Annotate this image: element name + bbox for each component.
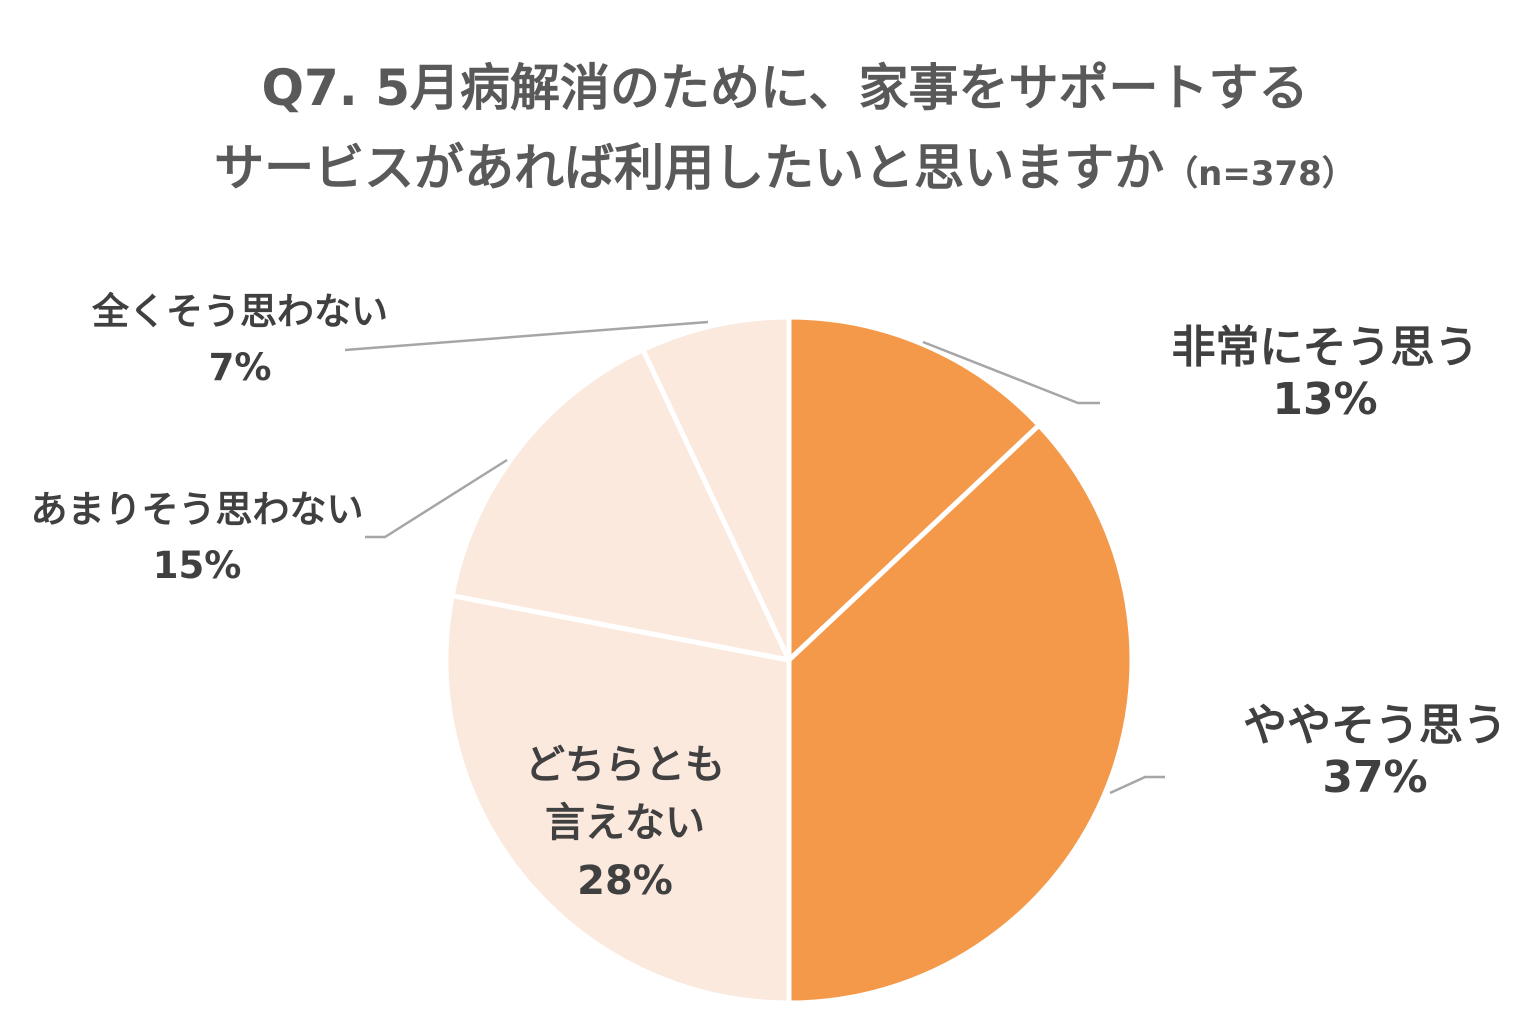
data-label: 28% xyxy=(577,858,673,904)
data-label: 15% xyxy=(152,543,242,587)
slice-label-not-much: あまりそう思わない 15% xyxy=(31,482,364,593)
chart-title-line2: サービスがあれば利用したいと思いますか（n=378） xyxy=(0,128,1538,200)
leader-line-not-much xyxy=(365,458,508,539)
category-label: ややそう思う xyxy=(1243,700,1507,751)
pie-slice-0 xyxy=(786,314,1042,663)
category-label: 非常にそう思う xyxy=(1171,322,1479,373)
category-label: 全くそう思わない xyxy=(92,290,388,333)
leader-line-very-much xyxy=(922,340,1100,405)
slice-label-not-at-all: 全くそう思わない 7% xyxy=(92,284,388,395)
data-label: 7% xyxy=(208,345,272,389)
title-question: サービスがあれば利用したいと思いますか xyxy=(214,139,1165,197)
category-label: どちらとも xyxy=(525,742,725,788)
pie-slice-4 xyxy=(640,314,792,663)
slice-label-very-much: 非常にそう思う 13% xyxy=(1171,322,1478,426)
data-label: 13% xyxy=(1272,373,1378,425)
chart-title-line1: Q7. 5月病解消のために、家事をサポートする xyxy=(261,59,1309,117)
category-label: 言えない xyxy=(545,800,705,846)
pie-slice-2 xyxy=(443,593,792,1006)
category-label: あまりそう思わない xyxy=(30,488,364,531)
slice-label-neither: どちらとも 言えない 28% xyxy=(525,736,725,910)
leader-line-not-at-all xyxy=(344,320,709,352)
pie-slice-1 xyxy=(786,422,1135,1006)
pie-slice-3 xyxy=(449,347,792,663)
sample-size: （n=378） xyxy=(1164,154,1356,194)
data-label: 37% xyxy=(1322,751,1428,803)
slice-label-somewhat: ややそう思う 37% xyxy=(1243,700,1507,804)
leader-line-somewhat xyxy=(1109,775,1165,795)
